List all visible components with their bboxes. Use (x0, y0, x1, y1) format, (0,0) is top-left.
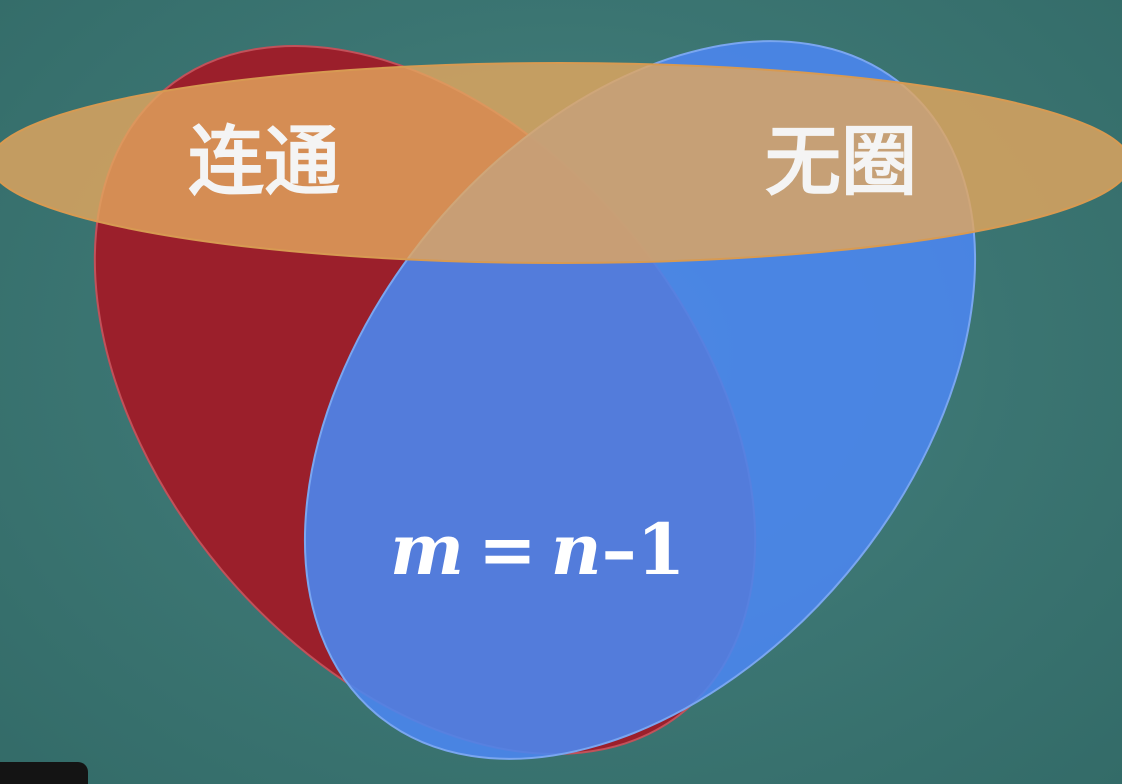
formula-m: m (390, 508, 464, 591)
label-acyclic: 无圈 (765, 117, 917, 206)
corner-overlay-tab (0, 762, 88, 784)
formula-m-equals-n-minus-1: m = n–1 (390, 508, 685, 591)
set-edge-count-ellipse (0, 62, 1122, 264)
formula-n: n (551, 508, 602, 591)
label-connected: 连通 (188, 117, 340, 206)
formula-eq: = (478, 508, 537, 591)
formula-tail: –1 (602, 508, 686, 591)
